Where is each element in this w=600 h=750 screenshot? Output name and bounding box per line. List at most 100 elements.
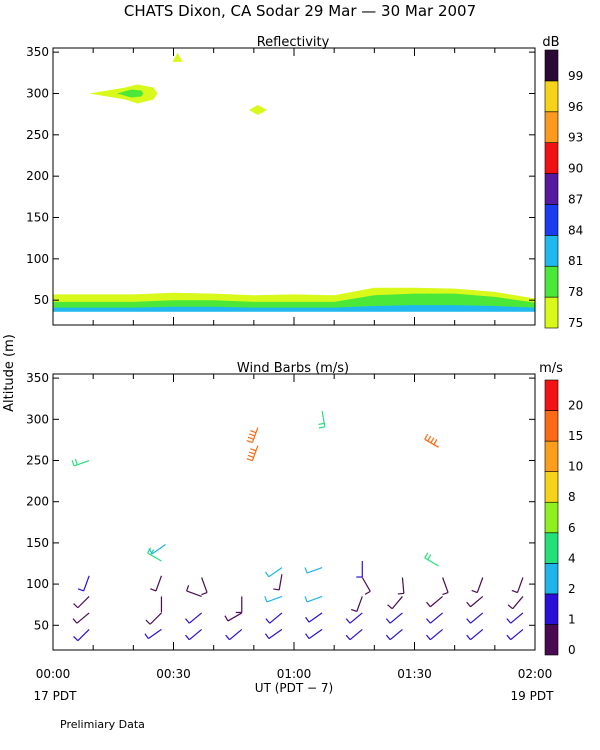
wind-barb <box>145 612 162 625</box>
refl-colorbar-label: 87 <box>568 192 583 206</box>
refl-ytick-label: 200 <box>26 169 49 183</box>
wind-colorbar-label: 20 <box>568 399 583 413</box>
wind-colorbar-label: 2 <box>568 582 576 596</box>
wind-colorbar-segment <box>544 563 559 595</box>
refl-colorbar-segment <box>544 235 559 267</box>
refl-patch-280m <box>248 105 267 116</box>
refl-ytick-label: 350 <box>26 45 49 59</box>
wind-colorbar-segment <box>544 624 559 656</box>
wind-barb <box>305 612 323 623</box>
wind-barb <box>345 612 363 624</box>
wind-barb <box>426 628 444 641</box>
wind-colorbar-segment <box>544 593 559 625</box>
wind-barb <box>246 445 259 462</box>
wind-colorbar-label: 0 <box>568 643 576 657</box>
wind-barb <box>305 628 323 640</box>
wind-barb <box>424 433 439 448</box>
wind-ytick-label: 300 <box>26 412 49 426</box>
refl-colorbar-label: 81 <box>568 254 583 268</box>
x-axis-right-sub: 19 PDT <box>511 689 555 703</box>
wind-barb <box>506 628 524 641</box>
wind-colorbar-segment <box>544 410 559 442</box>
wind-barb <box>426 612 444 624</box>
wind-barb <box>224 612 243 622</box>
wind-barb <box>71 458 90 467</box>
refl-colorbar-segment <box>544 80 559 113</box>
wind-colorbar: 0 1 2 4 6 8 10 15 20 <box>544 379 583 657</box>
wind-colorbar-segment <box>544 471 559 503</box>
wind-axes: 50 100 150 200 250 300 350 <box>26 371 536 651</box>
wind-barb <box>385 612 403 624</box>
x-tick-label: 00:30 <box>156 667 191 681</box>
x-axis-left-sub: 17 PDT <box>34 689 78 703</box>
wind-barb <box>73 628 90 642</box>
refl-colorbar-segment <box>544 296 559 329</box>
wind-colorbar-label: 6 <box>568 521 576 535</box>
wind-ytick-label: 250 <box>26 454 49 468</box>
wind-ytick-label: 100 <box>26 577 49 591</box>
refl-colorbar-label: 93 <box>568 131 583 145</box>
refl-colorbar-segment <box>544 265 559 298</box>
wind-barb <box>507 596 524 610</box>
panel-title-wind-barbs: Wind Barbs (m/s) <box>237 361 349 376</box>
refl-ytick-label: 100 <box>26 252 49 266</box>
reflectivity-axes: 50 100 150 200 250 300 350 <box>26 45 536 326</box>
wind-barb <box>73 596 90 609</box>
wind-barb <box>150 575 163 592</box>
reflectivity-fills <box>53 52 535 325</box>
refl-ytick-label: 250 <box>26 128 49 142</box>
wind-barb <box>385 628 403 641</box>
wind-ytick-label: 50 <box>34 618 49 632</box>
refl-colorbar-label: 99 <box>568 69 583 83</box>
wind-ytick-label: 200 <box>26 495 49 509</box>
y-axis-label: Altitude (m) <box>2 334 17 412</box>
wind-barb <box>235 596 243 614</box>
refl-ytick-label: 150 <box>26 211 49 225</box>
wind-barb <box>264 595 283 603</box>
wind-barb <box>424 552 439 567</box>
wind-colorbar-segment <box>544 501 559 534</box>
wind-barb <box>397 577 405 595</box>
wind-barb <box>426 595 444 608</box>
wind-barb <box>77 575 90 592</box>
wind-barb <box>471 577 484 594</box>
wind-ytick-label: 150 <box>26 536 49 550</box>
wind-barb <box>506 612 524 624</box>
wind-barb <box>511 577 524 594</box>
wind-barb <box>264 567 283 578</box>
refl-colorbar-segment <box>544 49 559 82</box>
refl-colorbar-segment <box>544 111 559 143</box>
x-axis-label: UT (PDT − 7) <box>255 681 333 695</box>
wind-barb <box>273 574 283 591</box>
wind-barb <box>304 595 323 603</box>
wind-barb <box>350 596 363 613</box>
wind-colorbar-label: 8 <box>568 490 576 504</box>
figure-title: CHATS Dixon, CA Sodar 29 Mar — 30 Mar 20… <box>124 2 476 20</box>
refl-patch-300m-inner <box>117 89 144 98</box>
wind-barb <box>466 628 484 641</box>
footer-note: Prelimiary Data <box>60 718 145 731</box>
refl-colorbar-label: 90 <box>568 162 583 176</box>
wind-barb <box>225 628 243 641</box>
wind-ytick-label: 350 <box>26 371 49 385</box>
panel-title-reflectivity: Reflectivity <box>257 35 330 50</box>
x-tick-label: 01:00 <box>277 667 312 681</box>
wind-colorbar-unit: m/s <box>539 361 563 376</box>
wind-barb <box>345 628 363 641</box>
wind-colorbar-label: 10 <box>568 460 583 474</box>
wind-colorbar-segment <box>544 379 559 411</box>
wind-barb <box>185 628 203 641</box>
wind-barb <box>186 585 202 598</box>
wind-colorbar-segment <box>544 532 559 564</box>
refl-colorbar-label: 84 <box>568 223 583 237</box>
wind-colorbar-segment <box>544 440 559 472</box>
refl-colorbar-segment <box>544 142 559 174</box>
wind-barb <box>466 595 484 608</box>
x-tick-label: 00:00 <box>36 667 71 681</box>
wind-barb <box>264 628 283 640</box>
wind-colorbar-label: 15 <box>568 429 583 443</box>
wind-barb <box>387 596 403 610</box>
reflectivity-colorbar: 75 78 81 84 87 90 93 96 99 <box>544 49 583 330</box>
refl-ytick-label: 300 <box>26 86 49 100</box>
